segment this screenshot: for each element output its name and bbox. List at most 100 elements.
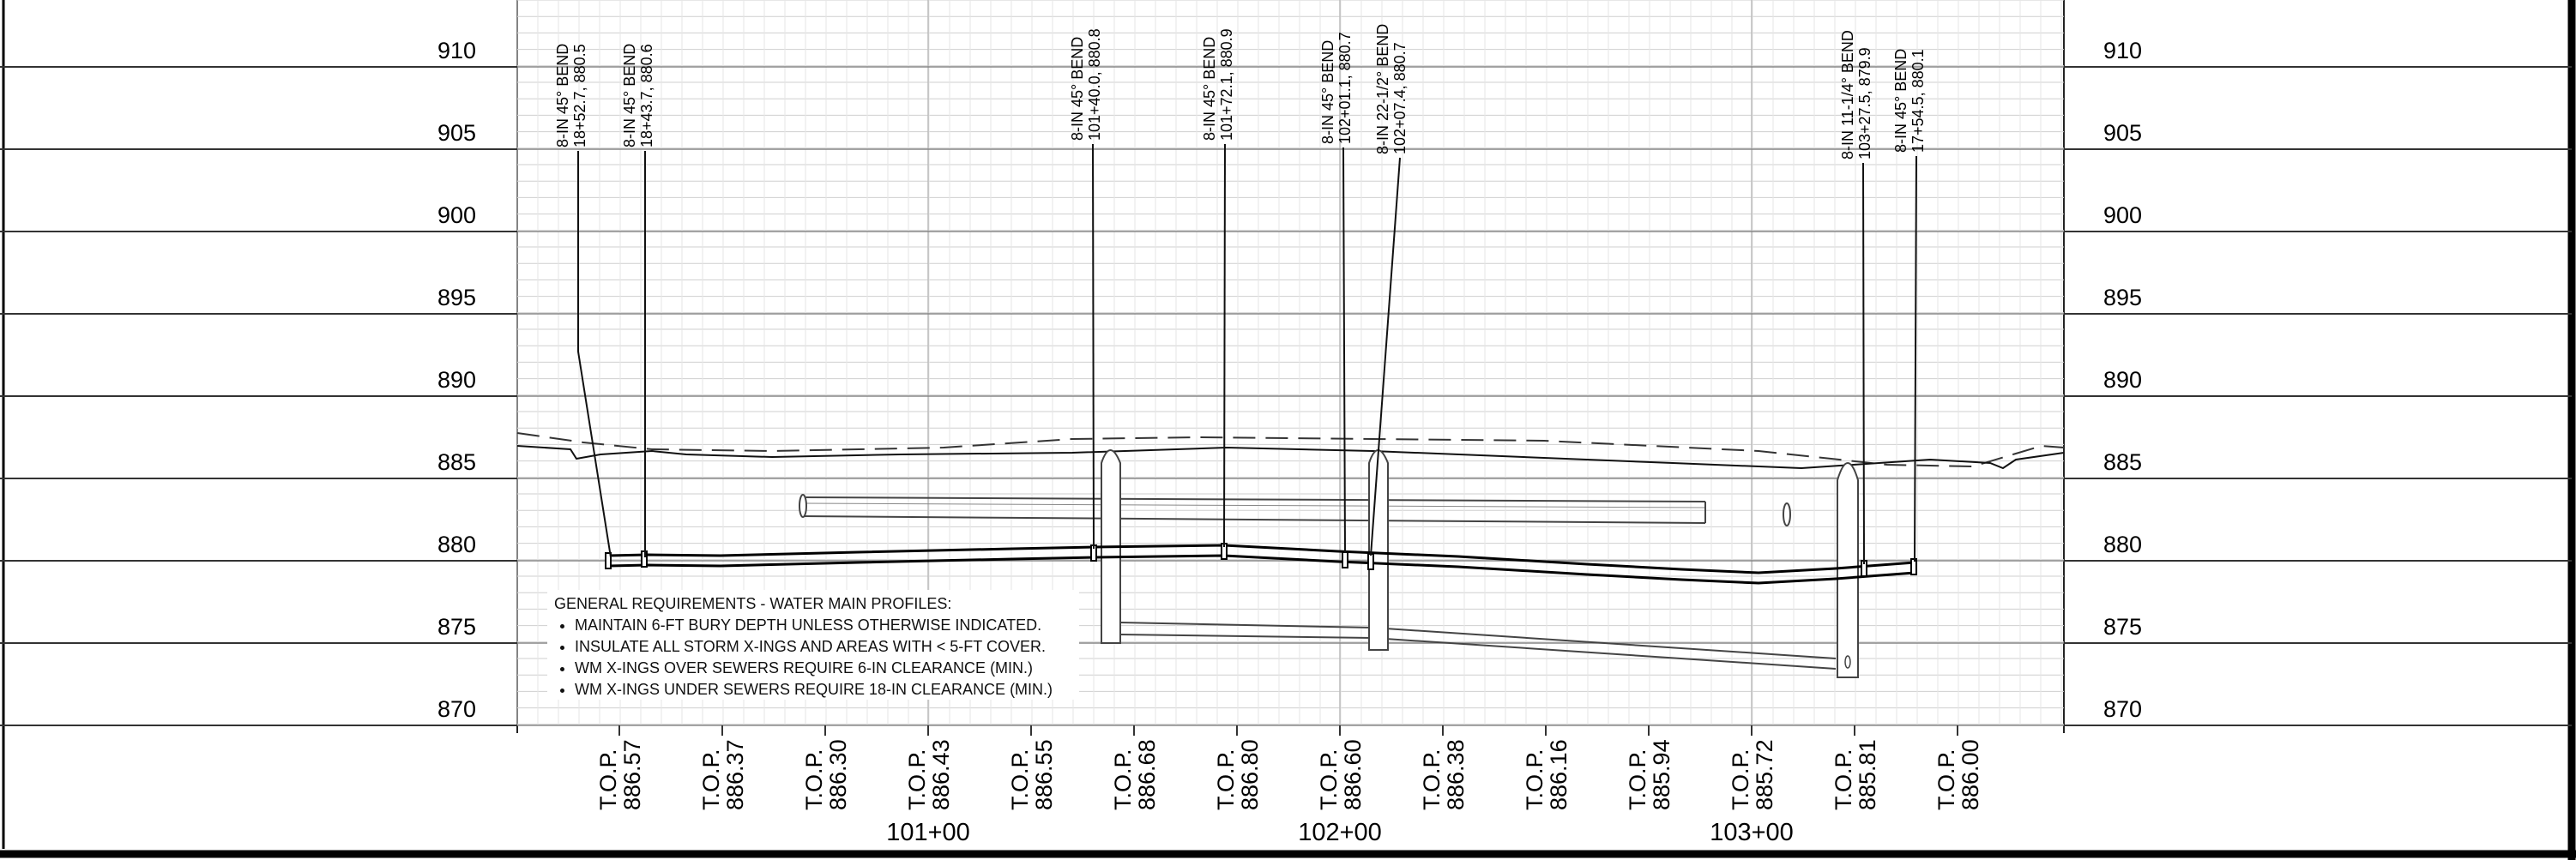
top-prefix: T.O.P. xyxy=(1728,749,1753,810)
top-prefix: T.O.P. xyxy=(1419,749,1445,810)
callout-leader xyxy=(1370,157,1401,556)
top-elevation: 886.37 xyxy=(722,739,748,810)
elevation-label: 900 xyxy=(437,202,476,228)
elevation-label: 870 xyxy=(2103,696,2142,722)
manhole-structure xyxy=(1837,462,1859,678)
bend-callout: 8-IN 45° BEND 18+52.7, 880.5 xyxy=(554,44,612,558)
elevation-label: 880 xyxy=(2103,532,2142,557)
top-prefix: T.O.P. xyxy=(1934,749,1959,810)
callout-station-label: 17+54.5, 880.1 xyxy=(1909,49,1927,153)
top-elevation: 886.38 xyxy=(1443,739,1469,810)
top-prefix: T.O.P. xyxy=(1110,749,1136,810)
top-elevation: 886.30 xyxy=(825,739,851,810)
proposed-grade-line xyxy=(516,445,2065,470)
elevation-label: 875 xyxy=(437,614,476,640)
top-of-pipe-label: T.O.P.885.81 xyxy=(1831,725,1880,810)
bend-callout: 8-IN 11-1/4° BEND 103+27.5, 879.9 xyxy=(1839,30,1873,565)
callout-leader xyxy=(1342,147,1346,554)
top-prefix: T.O.P. xyxy=(1213,749,1239,810)
elevation-label: 870 xyxy=(437,696,476,722)
callout-fitting-label: 8-IN 45° BEND xyxy=(1069,37,1086,141)
top-of-pipe-label: T.O.P.886.37 xyxy=(698,725,748,810)
top-elevation: 886.43 xyxy=(928,739,954,810)
callout-fitting-label: 8-IN 45° BEND xyxy=(1892,49,1909,153)
notes-list: MAINTAIN 6-FT BURY DEPTH UNLESS OTHERWIS… xyxy=(554,615,1072,701)
station-labels: 101+00 102+00 103+00 xyxy=(886,819,1794,846)
top-prefix: T.O.P. xyxy=(698,749,724,810)
top-of-pipe-label: T.O.P.886.57 xyxy=(595,725,645,810)
callout-station-label: 18+43.7, 880.6 xyxy=(638,44,655,147)
notes-title: GENERAL REQUIREMENTS - WATER MAIN PROFIL… xyxy=(554,595,952,612)
bend-callout: 8-IN 45° BEND 102+01.1, 880.7 xyxy=(1319,32,1354,554)
elevation-label: 905 xyxy=(437,120,476,146)
callout-leader xyxy=(1862,162,1865,565)
notes-item: INSULATE ALL STORM X-INGS AND AREAS WITH… xyxy=(575,636,1072,658)
elevation-label: 875 xyxy=(2103,614,2142,640)
bend-callout: 8-IN 45° BEND 101+72.1, 880.9 xyxy=(1201,28,1235,548)
top-of-pipe-label: T.O.P.886.30 xyxy=(801,725,851,810)
top-elevation: 885.81 xyxy=(1855,739,1880,810)
top-elevation: 886.00 xyxy=(1958,739,1983,810)
fitting-callouts: 8-IN 45° BEND 18+52.7, 880.5 8-IN 45° BEND… xyxy=(554,24,1927,565)
top-of-pipe-label: T.O.P.886.00 xyxy=(1934,725,1983,810)
lower-sewer-pipes xyxy=(1119,622,1837,670)
callout-station-label: 102+01.1, 880.7 xyxy=(1336,32,1354,144)
elevation-label: 885 xyxy=(2103,449,2142,475)
callout-leader xyxy=(1914,155,1917,562)
station-label: 102+00 xyxy=(1298,819,1382,846)
notes-item: WM X-INGS UNDER SEWERS REQUIRE 18-IN CLE… xyxy=(575,679,1072,701)
top-of-pipe-label: T.O.P.886.80 xyxy=(1213,725,1263,810)
existing-grade-line xyxy=(516,432,2065,468)
top-elevation: 886.57 xyxy=(619,739,645,810)
callout-fitting-label: 8-IN 22-1/2° BEND xyxy=(1374,24,1391,154)
station-label: 101+00 xyxy=(886,819,970,846)
callout-leader xyxy=(1223,143,1226,548)
elevation-labels-right: 910 905 900 895 890 885 880 875 870 xyxy=(2103,38,2142,722)
bend-callout: 8-IN 45° BEND 101+40.0, 880.8 xyxy=(1069,28,1103,550)
top-elevation: 885.94 xyxy=(1649,739,1674,810)
major-grid xyxy=(0,66,2572,726)
top-prefix: T.O.P. xyxy=(1316,749,1342,810)
elevation-label: 895 xyxy=(437,285,476,310)
bend-callout: 8-IN 45° BEND 17+54.5, 880.1 xyxy=(1892,49,1927,562)
callout-station-label: 103+27.5, 879.9 xyxy=(1856,47,1873,159)
top-prefix: T.O.P. xyxy=(1522,749,1547,810)
callout-leader xyxy=(577,151,612,558)
minor-grid xyxy=(516,0,2064,725)
elevation-label: 910 xyxy=(2103,38,2142,63)
elevation-label: 905 xyxy=(2103,120,2142,146)
top-of-pipe-label: T.O.P.885.72 xyxy=(1728,725,1777,810)
top-of-pipe-label: T.O.P.885.94 xyxy=(1625,725,1674,810)
top-of-pipe-label: T.O.P.886.43 xyxy=(904,725,954,810)
bend-callout: 8-IN 45° BEND 18+43.7, 880.6 xyxy=(621,44,655,557)
notes-item: MAINTAIN 6-FT BURY DEPTH UNLESS OTHERWIS… xyxy=(575,615,1072,636)
general-requirements-notes: GENERAL REQUIREMENTS - WATER MAIN PROFIL… xyxy=(547,590,1079,700)
elevation-label: 895 xyxy=(2103,285,2142,310)
top-elevation: 886.60 xyxy=(1340,739,1366,810)
elevation-label: 890 xyxy=(2103,367,2142,393)
station-label: 103+00 xyxy=(1710,819,1794,846)
top-prefix: T.O.P. xyxy=(1007,749,1033,810)
existing-sewer-pipe xyxy=(799,494,1791,526)
top-of-pipe-label: T.O.P.886.68 xyxy=(1110,725,1160,810)
top-elevation: 886.16 xyxy=(1546,739,1572,810)
top-elevation: 885.72 xyxy=(1752,739,1777,810)
elevation-label: 900 xyxy=(2103,202,2142,228)
top-of-pipe-label: T.O.P.886.55 xyxy=(1007,725,1057,810)
top-elevation: 886.68 xyxy=(1134,739,1160,810)
top-prefix: T.O.P. xyxy=(595,749,621,810)
callout-station-label: 101+72.1, 880.9 xyxy=(1218,28,1235,141)
callout-fitting-label: 8-IN 45° BEND xyxy=(554,44,571,147)
elevation-label: 880 xyxy=(437,532,476,557)
callout-station-label: 102+07.4, 880.7 xyxy=(1391,42,1409,154)
callout-station-label: 101+40.0, 880.8 xyxy=(1086,28,1103,141)
top-of-pipe-label: T.O.P.886.16 xyxy=(1522,725,1572,810)
elevation-label: 890 xyxy=(437,367,476,393)
callout-station-label: 18+52.7, 880.5 xyxy=(571,44,588,147)
top-prefix: T.O.P. xyxy=(801,749,827,810)
callout-fitting-label: 8-IN 11-1/4° BEND xyxy=(1839,30,1856,159)
top-of-pipe-label: T.O.P.886.60 xyxy=(1316,725,1366,810)
top-of-pipe-label: T.O.P.886.38 xyxy=(1419,725,1469,810)
